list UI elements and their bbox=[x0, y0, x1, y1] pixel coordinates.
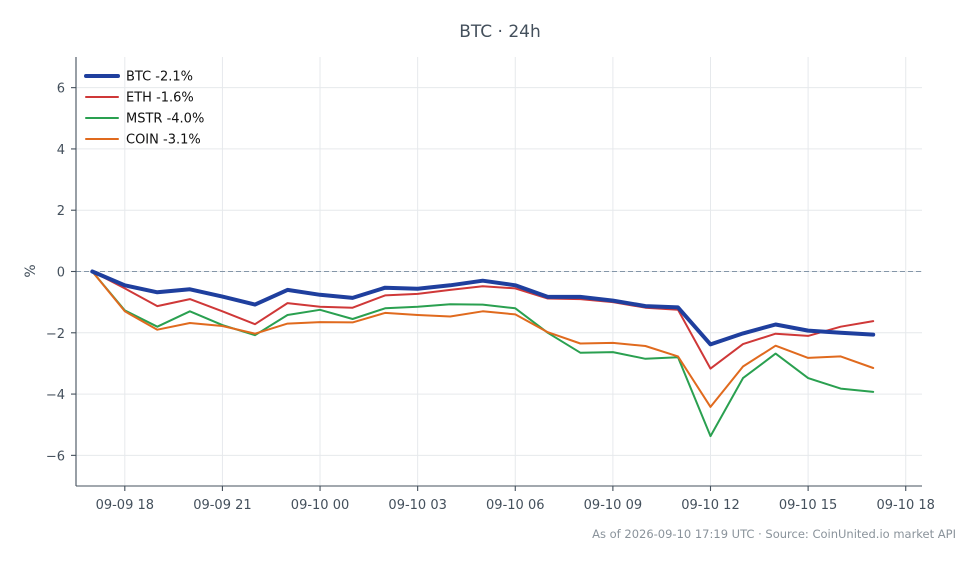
series-line-mstr bbox=[91, 270, 875, 438]
footer-note: As of 2026-09-10 17:19 UTC · Source: Coi… bbox=[592, 527, 956, 541]
x-tick-label: 09-10 15 bbox=[779, 498, 837, 513]
series-line-eth bbox=[91, 270, 875, 370]
x-tick-label: 09-10 09 bbox=[584, 498, 642, 513]
series-layer bbox=[90, 269, 876, 438]
legend-label-eth: ETH -1.6% bbox=[126, 91, 194, 106]
y-tick-label: 4 bbox=[57, 143, 65, 158]
chart-title: BTC · 24h bbox=[459, 22, 541, 42]
y-tick-label: 0 bbox=[57, 266, 65, 281]
y-tick-label: −2 bbox=[46, 327, 65, 342]
x-tick-label: 09-10 06 bbox=[486, 498, 544, 513]
series-line-coin bbox=[91, 270, 875, 408]
legend: BTC -2.1% ETH -1.6% MSTR -4.0% COIN -3.1% bbox=[84, 70, 204, 148]
y-tick-label: −4 bbox=[46, 388, 65, 403]
y-axis-label: % bbox=[23, 264, 39, 277]
x-tick-label: 09-09 18 bbox=[96, 498, 154, 513]
legend-label-btc: BTC -2.1% bbox=[126, 70, 193, 85]
legend-label-coin: COIN -3.1% bbox=[126, 133, 201, 148]
y-tick-label: −6 bbox=[46, 449, 65, 464]
x-tick-label: 09-10 00 bbox=[291, 498, 349, 513]
x-tick-label: 09-10 18 bbox=[877, 498, 935, 513]
series-line-btc bbox=[90, 269, 876, 347]
ticks: 09-09 18 09-09 21 09-10 00 09-10 03 09-10 06… bbox=[46, 82, 935, 513]
legend-label-mstr: MSTR -4.0% bbox=[126, 112, 204, 127]
x-tick-label: 09-09 21 bbox=[193, 498, 251, 513]
y-tick-label: 2 bbox=[57, 204, 65, 219]
x-tick-label: 09-10 03 bbox=[388, 498, 446, 513]
y-tick-label: 6 bbox=[57, 82, 65, 97]
x-tick-label: 09-10 12 bbox=[681, 498, 739, 513]
